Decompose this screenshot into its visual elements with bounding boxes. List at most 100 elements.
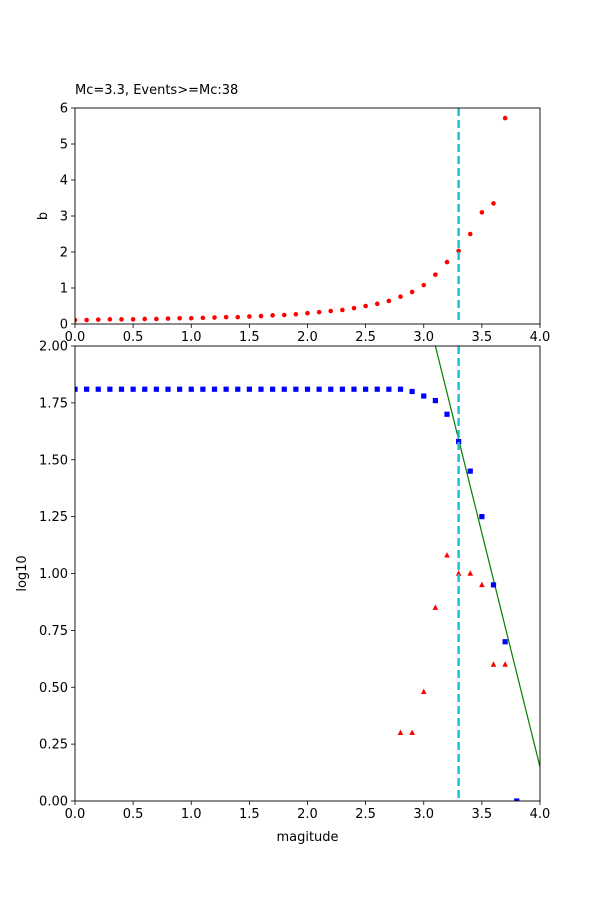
top-x-tick-label: 3.5 bbox=[472, 330, 493, 345]
top-series1-point bbox=[398, 294, 403, 299]
bottom-series2-point bbox=[455, 570, 462, 576]
bottom-series1-point bbox=[456, 438, 462, 445]
bottom-series1-point bbox=[339, 386, 345, 392]
bottom-series1-point bbox=[200, 386, 206, 392]
top-series1-point bbox=[247, 314, 252, 319]
bottom-series1-point bbox=[351, 386, 357, 392]
bottom-series1-point bbox=[270, 386, 276, 392]
bottom-fit-line bbox=[434, 346, 540, 768]
bottom-series1-point bbox=[223, 386, 229, 392]
bottom-series1-point bbox=[386, 386, 392, 392]
bottom-y-tick-label: 1.50 bbox=[39, 453, 68, 468]
bottom-series1-point bbox=[281, 386, 287, 392]
bottom-series1-point bbox=[363, 386, 369, 392]
bottom-x-tick-label: 1.0 bbox=[181, 807, 202, 822]
top-x-tick-label: 1.0 bbox=[181, 330, 202, 345]
top-series1-point bbox=[95, 317, 101, 322]
bottom-y-tick-label: 1.75 bbox=[39, 396, 68, 411]
top-y-tick-label: 2 bbox=[60, 246, 68, 261]
bottom-plot: 0.0 0.5 1.0 1.5 2.0 2.5 3.0 3.5 4.0 0.00 0.25 0.50 0… bbox=[15, 340, 550, 846]
top-series1-point bbox=[433, 272, 438, 277]
top-series1-point bbox=[84, 317, 89, 323]
bottom-series1-point bbox=[293, 386, 299, 392]
top-series1-point bbox=[305, 310, 310, 316]
bottom-axes-frame bbox=[74, 345, 541, 802]
top-y-tick-label: 0 bbox=[60, 318, 68, 333]
bottom-series1-point bbox=[177, 386, 183, 392]
bottom-series1-point bbox=[235, 386, 241, 392]
top-y-axis-label: b bbox=[36, 212, 51, 220]
top-y-tick-label: 5 bbox=[60, 138, 68, 153]
bottom-series1-point bbox=[107, 386, 113, 392]
top-series1-point bbox=[409, 289, 415, 295]
top-series1-point bbox=[270, 313, 275, 318]
top-chart-title: Mc=3.3, Events>=Mc:38 bbox=[75, 83, 238, 98]
bottom-y-axis-label: log10 bbox=[15, 555, 30, 591]
bottom-series2-point bbox=[420, 688, 427, 694]
bottom-series1-point bbox=[304, 386, 311, 392]
bottom-y-tick-label: 0.00 bbox=[39, 795, 68, 810]
top-x-tick-label: 4.0 bbox=[530, 330, 551, 345]
bottom-series2-point bbox=[432, 604, 439, 610]
top-series1-point bbox=[142, 316, 148, 322]
bottom-series1-point bbox=[328, 386, 334, 392]
top-x-tick-label: 0.0 bbox=[65, 330, 86, 345]
top-series1-point bbox=[316, 309, 322, 315]
top-series1-point bbox=[281, 312, 287, 318]
top-data-layer bbox=[75, 115, 508, 323]
top-series1-point bbox=[328, 308, 334, 314]
top-series1-point bbox=[119, 317, 124, 322]
bottom-x-axis-label: magitude bbox=[276, 830, 338, 845]
top-series1-point bbox=[479, 210, 485, 215]
bottom-series1-point bbox=[444, 411, 450, 417]
top-series1-point bbox=[340, 307, 345, 313]
top-x-tick-label: 2.5 bbox=[355, 330, 376, 345]
bottom-series2-point bbox=[490, 661, 497, 667]
bottom-series1-point bbox=[258, 386, 264, 392]
bottom-series1-point bbox=[142, 386, 148, 392]
bottom-series2-point bbox=[409, 729, 415, 735]
top-series1-point bbox=[491, 201, 496, 206]
top-series1-point bbox=[467, 231, 473, 237]
top-series1-point bbox=[75, 317, 78, 323]
top-series1-point bbox=[386, 298, 392, 304]
bottom-series1-point bbox=[409, 388, 415, 395]
top-series1-point bbox=[293, 311, 299, 317]
top-series1-point bbox=[363, 303, 368, 309]
top-y-tick-label: 6 bbox=[60, 102, 68, 117]
bottom-series2-point bbox=[479, 581, 485, 588]
bottom-x-tick-label: 2.5 bbox=[355, 807, 376, 822]
top-y-tick-label: 1 bbox=[60, 282, 68, 297]
bottom-x-tick-label: 3.5 bbox=[472, 807, 493, 822]
top-series1-point bbox=[154, 316, 159, 322]
bottom-series1-point bbox=[118, 386, 125, 392]
top-series1-point bbox=[351, 305, 357, 311]
top-series1-point bbox=[502, 115, 508, 121]
top-series1-point bbox=[200, 315, 206, 321]
top-y-tick-label: 3 bbox=[60, 210, 68, 225]
bottom-series1-point bbox=[397, 386, 404, 392]
bottom-x-tick-label: 4.0 bbox=[530, 807, 551, 822]
top-series1-point bbox=[223, 314, 229, 320]
bottom-series1-point bbox=[95, 386, 101, 392]
bottom-y-tick-label: 2.00 bbox=[39, 340, 68, 355]
bottom-series1-point bbox=[130, 386, 136, 392]
top-x-tick-label: 0.5 bbox=[123, 330, 144, 345]
bottom-series1-point bbox=[467, 468, 473, 474]
top-series1-point bbox=[421, 282, 427, 288]
bottom-plot-area bbox=[75, 346, 540, 801]
bottom-series1-point bbox=[188, 386, 194, 392]
top-axes-frame bbox=[74, 107, 541, 325]
bottom-series1-point bbox=[211, 386, 218, 392]
bottom-y-tick-label: 1.25 bbox=[39, 510, 68, 525]
bottom-x-tick-label: 0.0 bbox=[65, 807, 86, 822]
top-series1-point bbox=[165, 316, 171, 321]
bottom-data-layer bbox=[75, 346, 540, 801]
top-x-tick-label: 1.5 bbox=[239, 330, 260, 345]
bottom-series1-point bbox=[374, 386, 380, 392]
bottom-series1-point bbox=[246, 386, 252, 392]
top-series1-point bbox=[188, 315, 194, 321]
bottom-series1-point bbox=[432, 398, 438, 404]
bottom-series1-point bbox=[490, 582, 497, 588]
